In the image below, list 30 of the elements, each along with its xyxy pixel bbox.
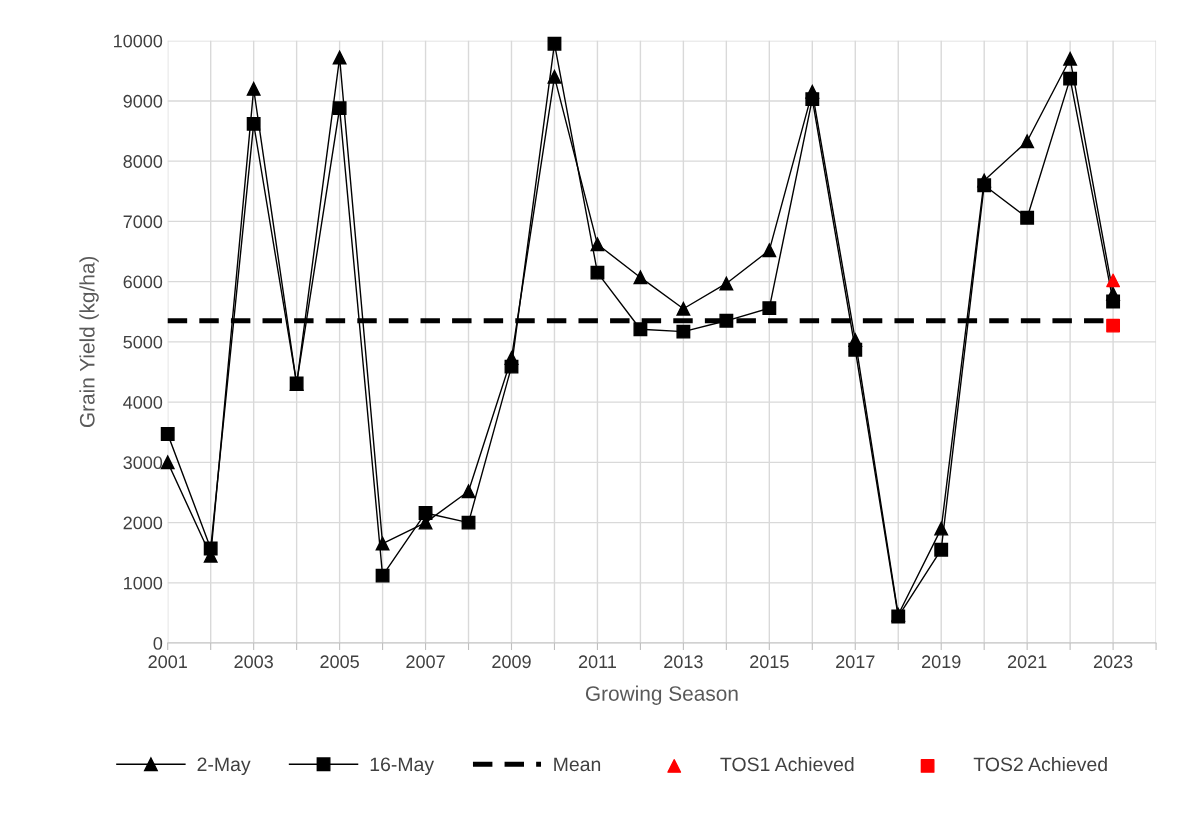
y-tick-label: 6000 — [123, 275, 163, 289]
y-tick-label: 8000 — [123, 155, 163, 168]
y-tick-label: 4000 — [123, 396, 163, 409]
x-tick-label: 2011 — [578, 655, 616, 669]
legend-label: TOS2 Achieved — [973, 756, 1107, 772]
x-tick-label: 2013 — [664, 655, 703, 669]
legend-label: Mean — [554, 757, 601, 772]
x-tick-label: 2023 — [1093, 655, 1133, 669]
y-tick-label: 9000 — [123, 94, 163, 108]
x-tick-label: 2003 — [234, 655, 273, 669]
y-tick-label: 1000 — [124, 576, 163, 590]
x-tick-label: 2019 — [922, 655, 961, 669]
legend-label: TOS1 Achieved — [720, 756, 854, 772]
x-tick-label: 2007 — [406, 655, 445, 669]
x-tick-label: 2017 — [836, 655, 875, 669]
x-tick-label: 2021 — [1007, 655, 1047, 669]
y-axis-title: Grain Yield (kg/ha) — [79, 256, 99, 428]
y-tick-label: 0 — [153, 636, 163, 650]
y-tick-label: 3000 — [123, 456, 163, 470]
y-tick-label: 2000 — [123, 516, 163, 530]
y-tick-label: 5000 — [123, 335, 163, 349]
y-tick-label: 7000 — [123, 215, 163, 229]
x-tick-label: 2001 — [148, 655, 187, 669]
x-tick-label: 2005 — [320, 655, 359, 669]
x-tick-label: 2015 — [750, 655, 789, 669]
legend-label: 2-May — [197, 757, 251, 776]
x-axis-title: Growing Season — [585, 685, 738, 706]
x-tick-label: 2009 — [492, 655, 531, 669]
legend-label: 16-May — [370, 757, 435, 776]
y-tick-label: 10000 — [114, 34, 163, 48]
